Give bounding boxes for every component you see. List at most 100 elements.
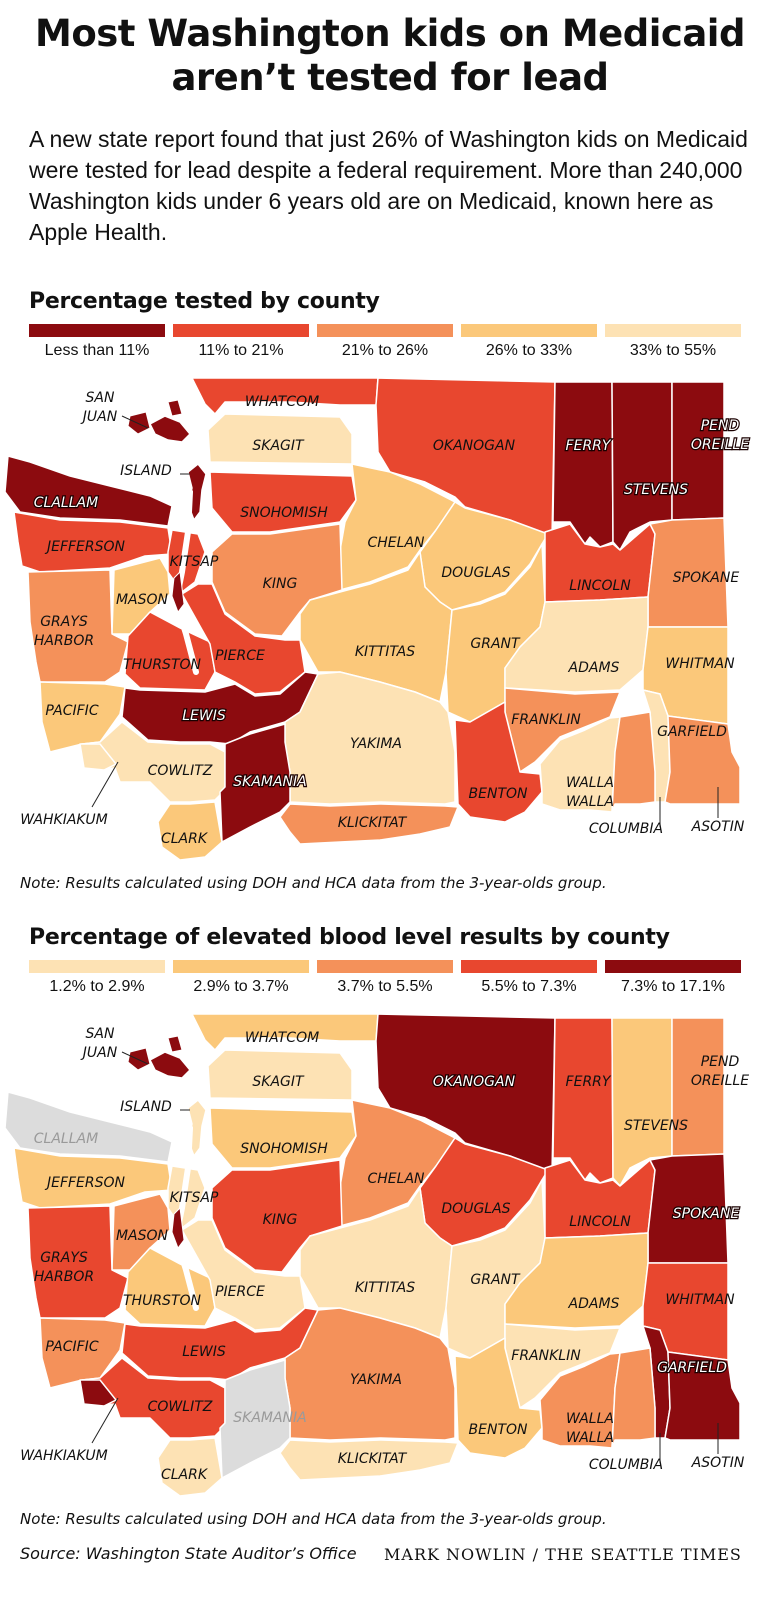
- county-label-walla-walla: WALLA: [566, 794, 614, 810]
- county-label-ferry: FERRY: [566, 438, 612, 454]
- map2-title: Percentage of elevated blood level resul…: [29, 925, 670, 950]
- county-label-franklin: FRANKLIN: [511, 1348, 581, 1364]
- county-label-spokane: SPOKANE: [673, 1206, 740, 1222]
- county-adams: [504, 1232, 649, 1329]
- county-wahkiakum: [79, 1379, 117, 1407]
- leader-line: [121, 1051, 149, 1065]
- map2-legend: 1.2% to 2.9% 2.9% to 3.7% 3.7% to 5.5% 5…: [29, 960, 741, 1000]
- legend-swatch: [317, 324, 453, 337]
- county-label-adams: ADAMS: [568, 1296, 620, 1312]
- county-label-pend-oreille: PEND: [701, 418, 740, 434]
- county-label-ferry: FERRY: [566, 1074, 612, 1090]
- county-pierce: [181, 1219, 306, 1331]
- legend-label: 2.9% to 3.7%: [193, 978, 289, 995]
- county-clark: [157, 1437, 223, 1497]
- map1-note: Note: Results calculated using DOH and H…: [20, 874, 607, 892]
- county-label-wahkiakum: WAHKIAKUM: [20, 812, 107, 828]
- county-snohomish: [209, 471, 357, 533]
- county-label-stevens: STEVENS: [624, 1118, 688, 1134]
- county-label-snohomish: SNOHOMISH: [240, 1141, 328, 1157]
- legend-label: 11% to 21%: [198, 342, 284, 359]
- county-label-grant: GRANT: [470, 636, 521, 652]
- county-label-thurston: THURSTON: [123, 1293, 202, 1309]
- county-clallam: [4, 1091, 173, 1163]
- county-label-king: KING: [263, 1212, 298, 1228]
- county-label-walla-walla: WALLA: [566, 1411, 614, 1427]
- county-label-benton: BENTON: [469, 1422, 528, 1438]
- county-label-kittitas: KITTITAS: [355, 1280, 415, 1296]
- county-label-kitsap: KITSAP: [170, 554, 219, 570]
- county-mason: [111, 1193, 171, 1271]
- map1-legend: Less than 11% 11% to 21% 21% to 26% 26% …: [29, 324, 741, 364]
- county-asotin: [664, 1351, 741, 1441]
- county-columbia: [611, 711, 656, 813]
- legend-swatch: [173, 324, 309, 337]
- county-label-garfield: GARFIELD: [657, 724, 727, 740]
- legend-label: 21% to 26%: [341, 342, 429, 359]
- county-label-island: ISLAND: [120, 463, 172, 479]
- county-label-pacific: PACIFIC: [45, 1339, 98, 1355]
- county-label-okanogan: OKANOGAN: [433, 1074, 516, 1090]
- county-label-okanogan: OKANOGAN: [433, 438, 516, 454]
- county-label-clark: CLARK: [161, 1467, 209, 1483]
- headline-line-1: Most Washington kids on Medicaid: [35, 12, 745, 55]
- legend-swatch: [317, 960, 453, 973]
- map1-title: Percentage tested by county: [29, 289, 380, 314]
- county-jefferson: [13, 1147, 173, 1209]
- legend-label: 1.2% to 2.9%: [49, 978, 145, 995]
- county-skagit: [207, 1049, 353, 1101]
- county-label-whatcom: WHATCOM: [245, 394, 319, 410]
- county-label-columbia: COLUMBIA: [589, 1457, 663, 1473]
- map2-choropleth: SAN JUAN WHATCOM SKAGIT OKANOGAN FERRY STEVENS…: [4, 1013, 749, 1497]
- headline-line-2: aren’t tested for lead: [171, 56, 609, 99]
- county-label-douglas: DOUGLAS: [441, 1201, 510, 1217]
- legend-swatch: [173, 960, 309, 973]
- county-label-jefferson: JEFFERSON: [44, 1175, 126, 1191]
- county-adams: [504, 596, 649, 693]
- legend-label: 3.7% to 5.5%: [337, 978, 433, 995]
- county-label-grays-harbor: GRAYS: [40, 614, 88, 630]
- county-label-walla-walla: WALLA: [566, 1430, 614, 1446]
- county-label-lincoln: LINCOLN: [569, 578, 631, 594]
- county-asotin: [664, 715, 741, 805]
- leader-line: [121, 415, 149, 429]
- county-label-clallam: CLALLAM: [34, 495, 98, 511]
- legend-swatch: [605, 960, 741, 973]
- county-pierce: [181, 583, 306, 695]
- county-chelan: [337, 463, 456, 591]
- county-label-spokane: SPOKANE: [673, 570, 740, 586]
- legend-swatch: [461, 960, 597, 973]
- county-label-skagit: SKAGIT: [252, 438, 305, 454]
- county-label-whitman: WHITMAN: [665, 1292, 735, 1308]
- county-label-island: ISLAND: [120, 1099, 172, 1115]
- legend-label: 33% to 55%: [629, 342, 717, 359]
- county-label-stevens: STEVENS: [624, 482, 688, 498]
- county-label-skamania: SKAMANIA: [233, 1410, 306, 1426]
- county-label-king: KING: [263, 576, 298, 592]
- county-label-yakima: YAKIMA: [350, 1372, 402, 1388]
- county-label-chelan: CHELAN: [368, 535, 426, 551]
- county-label-benton: BENTON: [469, 786, 528, 802]
- county-label-grays-harbor: GRAYS: [40, 1250, 88, 1266]
- county-label-wahkiakum: WAHKIAKUM: [20, 1448, 107, 1464]
- county-label-san-juan: JUAN: [80, 409, 118, 425]
- county-label-mason: MASON: [116, 592, 169, 608]
- county-grays-harbor: [27, 1205, 129, 1319]
- credit-line: MARK NOWLIN / THE SEATTLE TIMES: [384, 1545, 742, 1564]
- county-clallam: [4, 455, 173, 527]
- county-klickitat: [279, 803, 459, 845]
- county-label-lincoln: LINCOLN: [569, 1214, 631, 1230]
- island-shape: [171, 1206, 185, 1250]
- county-label-douglas: DOUGLAS: [441, 565, 510, 581]
- county-label-lewis: LEWIS: [182, 708, 226, 724]
- island-shape: [127, 1047, 151, 1071]
- leader-line: [91, 1397, 119, 1444]
- legend-label: 26% to 33%: [485, 342, 573, 359]
- dek-text: A new state report found that just 26% o…: [29, 126, 748, 245]
- county-label-lewis: LEWIS: [182, 1344, 226, 1360]
- county-label-asotin: ASOTIN: [691, 819, 745, 835]
- county-label-klickitat: KLICKITAT: [338, 1451, 408, 1467]
- county-label-walla-walla: WALLA: [566, 775, 614, 791]
- county-label-san-juan: SAN: [86, 1026, 115, 1042]
- county-label-adams: ADAMS: [568, 660, 620, 676]
